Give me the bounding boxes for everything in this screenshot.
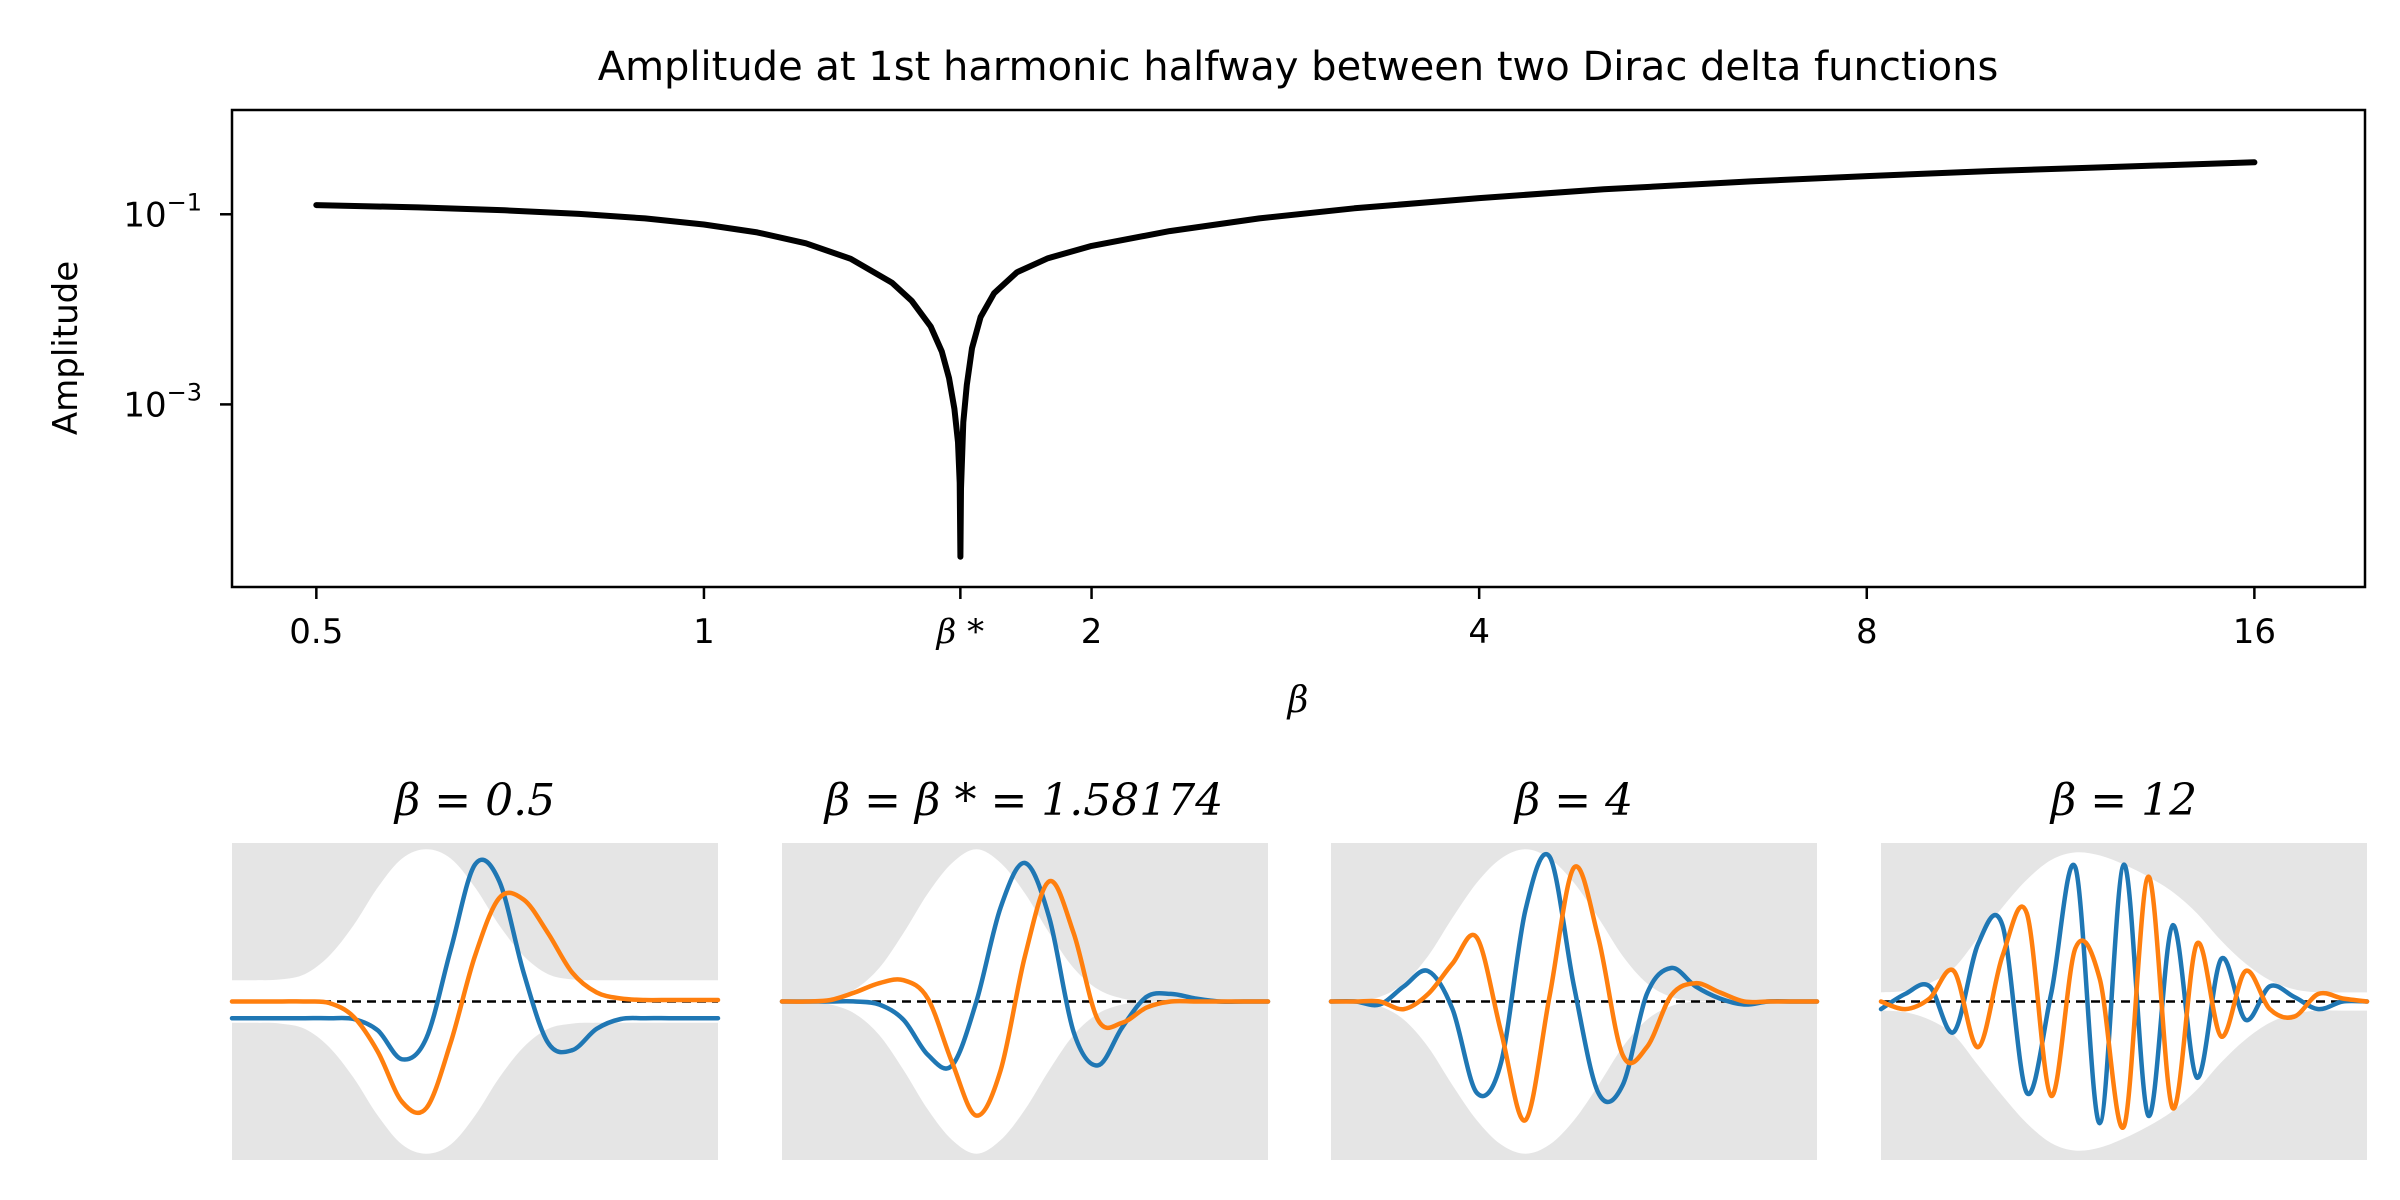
panel-beta-4: β = 4 (1328, 775, 1820, 1160)
x-tick-label: 1 (693, 612, 715, 652)
panel-beta-star: β = β * = 1.58174 (779, 775, 1271, 1160)
panel-plot-beta-0-5 (229, 843, 721, 1160)
panel-beta-12: β = 12 (1878, 775, 2370, 1160)
panel-title-beta-0-5: β = 0.5 (393, 775, 555, 826)
main-plot-frame (230, 108, 2367, 589)
main-x-axis-label: β (1286, 680, 1309, 721)
panel-beta-0-5: β = 0.5 (229, 775, 721, 1160)
y-tick-label: 10−1 (123, 188, 202, 235)
panels-row: β = 0.5 β = β * = 1.58174 β = 4 β = 12 (229, 775, 2370, 1160)
panel-title-beta-4: β = 4 (1513, 775, 1633, 826)
wave-series-blue (229, 857, 721, 1062)
wave-series-blue (779, 860, 1271, 1071)
main-chart-title: Amplitude at 1st harmonic halfway betwee… (598, 44, 1999, 90)
panel-title-beta-12: β = 12 (2049, 775, 2197, 826)
x-tick-label: 2 (1081, 612, 1103, 652)
x-tick-label: β * (935, 612, 984, 652)
amplitude-curve (313, 159, 2258, 560)
panel-title-beta-star: β = β * = 1.58174 (823, 775, 1224, 826)
wave-series-orange (1878, 874, 2370, 1130)
panel-plot-beta-12 (1878, 843, 2370, 1160)
panel-plot-beta-star (779, 843, 1271, 1160)
wave-series-orange (229, 890, 721, 1116)
main-x-ticks: 0.5 1 β * 2 4 8 16 (289, 587, 2276, 652)
main-y-axis-label: Amplitude (46, 261, 86, 435)
x-tick-label: 8 (1856, 612, 1878, 652)
x-tick-label: 4 (1468, 612, 1490, 652)
wave-series-orange (1328, 864, 1820, 1123)
y-tick-label: 10−3 (123, 378, 202, 425)
main-chart: Amplitude at 1st harmonic halfway betwee… (46, 44, 2367, 721)
x-tick-label: 0.5 (289, 612, 343, 652)
panel-plot-beta-4 (1328, 843, 1820, 1160)
wave-series-orange (779, 879, 1271, 1118)
main-plot-area (313, 159, 2258, 560)
x-tick-label: 16 (2233, 612, 2276, 652)
wave-series-blue (1328, 852, 1820, 1105)
wave-series-blue (1878, 862, 2370, 1126)
main-y-ticks: 10−1 10−3 (123, 188, 232, 425)
